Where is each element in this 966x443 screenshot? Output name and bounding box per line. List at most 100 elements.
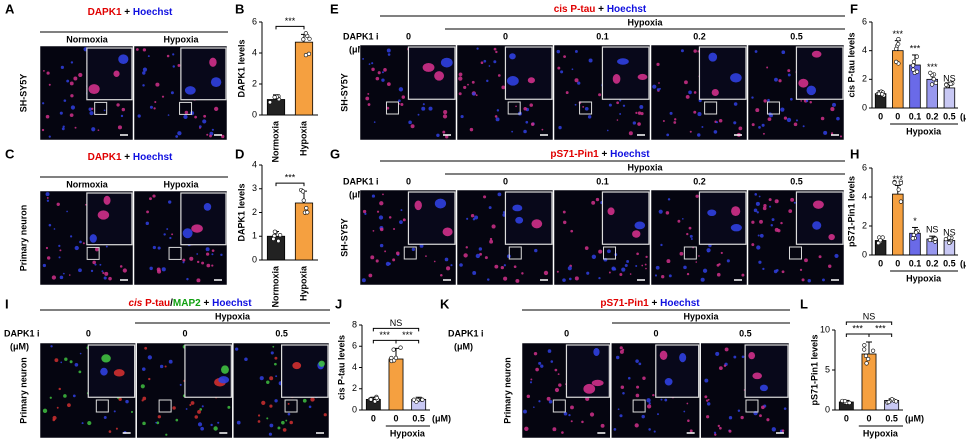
cell-dot: [214, 106, 219, 112]
cell-dot: [755, 108, 760, 113]
cell-dot: [142, 84, 145, 87]
column-label: 0: [182, 328, 187, 338]
cell-dot: [656, 62, 660, 66]
bracket: [868, 333, 893, 337]
roi-box: [579, 101, 593, 115]
cell-dot: [206, 263, 211, 268]
cell-dot: [269, 404, 273, 408]
significance: NS: [943, 227, 956, 237]
cell-dot: [778, 79, 782, 83]
cell-dot: [105, 245, 108, 248]
data-point: [411, 397, 416, 402]
cell-dot: [94, 263, 97, 266]
cell-dot: [613, 428, 617, 431]
cell-dot: [108, 430, 112, 433]
x-tick-label: 0.5: [943, 258, 956, 268]
cell-dot: [556, 270, 559, 273]
cell-dot: [269, 423, 274, 428]
inset-cell: [434, 71, 445, 81]
cell-dot: [274, 399, 278, 403]
bracket-label: ***: [285, 173, 296, 183]
cell-dot: [81, 422, 84, 425]
cell-dot: [741, 355, 745, 359]
cell-dot: [665, 211, 670, 215]
y-tick-label: 3: [252, 183, 257, 193]
cell-dot: [658, 82, 660, 84]
cell-dot: [475, 253, 481, 259]
title-part: +: [649, 298, 660, 309]
cell-dot: [79, 352, 82, 355]
cell-dot: [375, 76, 380, 81]
cell-dot: [686, 232, 689, 236]
cell-dot: [442, 130, 446, 134]
cell-dot: [654, 274, 658, 277]
bracket: [845, 333, 870, 337]
title-part: P-tau: [142, 298, 170, 309]
bracket-label: NS: [863, 311, 876, 321]
cell-dot: [144, 346, 148, 350]
roi-box: [603, 246, 617, 260]
cell-dot: [652, 84, 657, 89]
cell-dot: [706, 415, 710, 419]
cell-dot: [588, 58, 593, 63]
cell-dot: [266, 380, 270, 384]
cell-dot: [62, 272, 65, 275]
cell-dot: [607, 249, 611, 254]
cell-dot: [497, 192, 502, 197]
panel-letter: I: [5, 296, 9, 311]
cell-dot: [478, 247, 483, 251]
cell-dot: [49, 396, 52, 399]
cell-dot: [538, 361, 542, 365]
cell-dot: [636, 252, 639, 256]
cell-dot: [99, 263, 102, 266]
cell-dot: [543, 270, 549, 276]
cell-dot: [652, 393, 655, 397]
bracket-label: ***: [379, 330, 390, 340]
cell-dot: [153, 107, 156, 110]
cell-dot: [161, 95, 165, 98]
data-point: [276, 238, 281, 244]
cell-dot: [69, 113, 74, 118]
cell-dot: [737, 409, 741, 412]
title-part: P-tau: [568, 4, 596, 15]
cell-dot: [61, 127, 65, 131]
inset: [698, 191, 747, 245]
inset-cell: [512, 204, 523, 212]
y-axis-label: cis P-tau levels: [846, 32, 856, 97]
title-part: Hoechst: [610, 149, 650, 160]
cell-dot: [323, 413, 327, 417]
cell-dot: [698, 255, 700, 257]
cell-dot: [627, 376, 631, 380]
cell-dot: [503, 264, 506, 267]
cell-dot: [381, 71, 384, 74]
cell-dot: [718, 263, 721, 266]
cell-dot: [58, 256, 61, 259]
panel-title: pS71-Pin1 + Hoechst: [550, 149, 650, 160]
cell-dot: [189, 256, 194, 261]
cell-dot: [836, 116, 840, 121]
cell-dot: [371, 194, 376, 198]
cell-dot: [367, 92, 370, 95]
cell-dot: [196, 253, 199, 255]
cell-dot: [761, 405, 765, 410]
cell-dot: [102, 271, 105, 275]
cell-dot: [622, 392, 625, 395]
cell-dot: [769, 205, 772, 208]
cell-dot: [635, 265, 638, 267]
cell-dot: [591, 254, 597, 259]
data-point: [870, 348, 876, 353]
y-tick-label: 6: [352, 341, 357, 351]
cell-dot: [166, 228, 169, 231]
y-tick-label: 2: [252, 78, 257, 88]
cell-dot: [53, 228, 56, 230]
cell-dot: [194, 415, 198, 419]
inset-cell: [828, 234, 835, 241]
group-label: Hypoxia: [683, 311, 719, 321]
cell-dot: [70, 105, 76, 110]
roi-box: [552, 399, 566, 413]
cell-dot: [376, 210, 380, 213]
cell-dot: [704, 378, 709, 383]
cell-dot: [645, 255, 648, 259]
cell-dot: [619, 99, 622, 102]
inset-cell: [414, 200, 422, 211]
